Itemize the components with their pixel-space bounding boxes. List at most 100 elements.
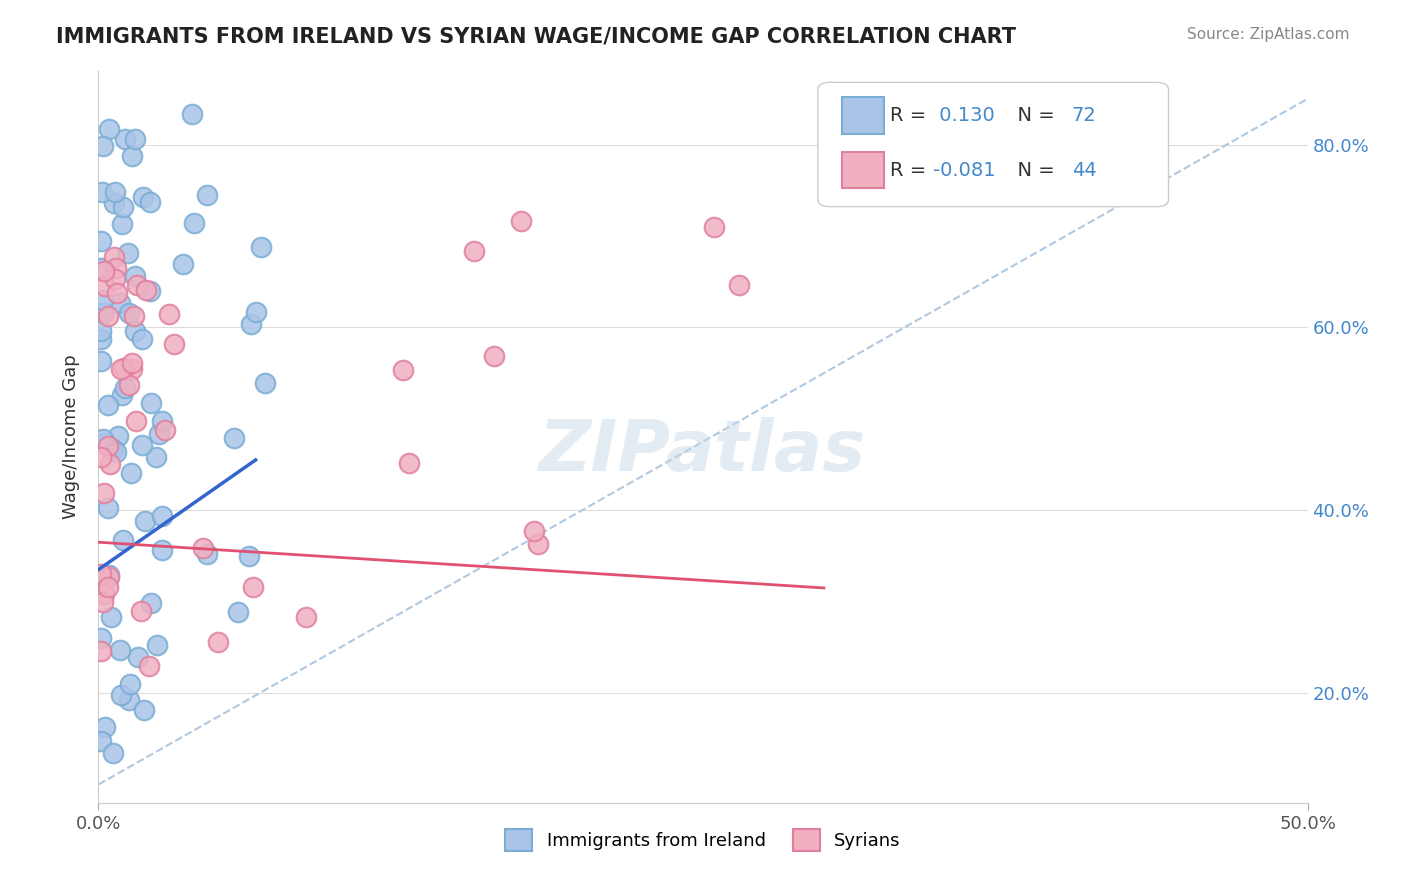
Immigrants from Ireland (139, 194, 162, 209)
Immigrants from Ireland (132, 190, 155, 204)
Syrians (93, 486, 115, 500)
Immigrants from Ireland (91, 293, 114, 308)
Y-axis label: Wage/Income Gap: Wage/Income Gap (62, 355, 80, 519)
Syrians (90, 644, 112, 658)
Immigrants from Ireland (239, 317, 262, 331)
Immigrants from Ireland (254, 376, 277, 390)
Text: -0.081: -0.081 (932, 161, 995, 179)
Syrians (98, 457, 121, 471)
Immigrants from Ireland (181, 107, 204, 121)
Immigrants from Ireland (91, 306, 114, 320)
Immigrants from Ireland (131, 438, 153, 452)
Syrians (153, 423, 176, 437)
Syrians (118, 378, 141, 392)
Immigrants from Ireland (150, 414, 173, 428)
Syrians (103, 251, 125, 265)
Immigrants from Ireland (110, 688, 132, 702)
Text: N =: N = (1005, 106, 1062, 125)
Immigrants from Ireland (97, 122, 120, 136)
Syrians (97, 580, 120, 594)
Syrians (703, 220, 725, 235)
Syrians (398, 456, 420, 470)
Immigrants from Ireland (141, 597, 163, 611)
Immigrants from Ireland (148, 426, 170, 441)
Immigrants from Ireland (111, 388, 134, 402)
Immigrants from Ireland (146, 638, 169, 652)
Syrians (135, 283, 157, 297)
Syrians (105, 285, 128, 300)
Immigrants from Ireland (97, 398, 120, 412)
Immigrants from Ireland (90, 354, 112, 368)
Immigrants from Ireland (97, 568, 120, 582)
Syrians (104, 272, 127, 286)
Immigrants from Ireland (111, 218, 134, 232)
Immigrants from Ireland (132, 702, 155, 716)
Syrians (463, 244, 485, 258)
Immigrants from Ireland (112, 533, 135, 547)
Syrians (138, 659, 160, 673)
Syrians (484, 349, 506, 363)
Immigrants from Ireland (172, 257, 194, 271)
Immigrants from Ireland (150, 508, 173, 523)
Syrians (125, 414, 148, 428)
Immigrants from Ireland (250, 240, 273, 254)
Syrians (90, 450, 112, 465)
Text: 72: 72 (1071, 106, 1097, 125)
Immigrants from Ireland (90, 632, 112, 646)
Immigrants from Ireland (90, 324, 112, 338)
Immigrants from Ireland (103, 196, 125, 211)
Text: Source: ZipAtlas.com: Source: ZipAtlas.com (1187, 27, 1350, 42)
Syrians (122, 309, 145, 323)
Syrians (104, 260, 127, 275)
Syrians (110, 362, 132, 376)
Text: N =: N = (1005, 161, 1062, 179)
Immigrants from Ireland (131, 333, 153, 347)
Immigrants from Ireland (93, 432, 115, 446)
Immigrants from Ireland (138, 284, 160, 298)
Immigrants from Ireland (110, 295, 132, 310)
Immigrants from Ireland (118, 306, 141, 320)
Immigrants from Ireland (91, 139, 114, 153)
Immigrants from Ireland (134, 515, 156, 529)
Immigrants from Ireland (90, 260, 112, 275)
Bar (842, 97, 884, 134)
Syrians (207, 635, 229, 649)
Text: 44: 44 (1071, 161, 1097, 179)
Text: R =: R = (890, 106, 934, 125)
Immigrants from Ireland (117, 246, 139, 260)
Immigrants from Ireland (183, 216, 205, 230)
Immigrants from Ireland (195, 188, 218, 202)
Immigrants from Ireland (104, 185, 127, 199)
Syrians (90, 567, 112, 582)
Legend: Immigrants from Ireland, Syrians: Immigrants from Ireland, Syrians (496, 820, 910, 860)
Syrians (129, 604, 152, 618)
Immigrants from Ireland (195, 547, 218, 561)
Immigrants from Ireland (104, 444, 127, 458)
Text: R =: R = (890, 161, 934, 179)
Syrians (93, 264, 115, 278)
FancyBboxPatch shape (818, 82, 1168, 207)
Syrians (94, 279, 117, 293)
Syrians (157, 307, 180, 321)
Bar (842, 152, 884, 188)
Syrians (294, 609, 316, 624)
Syrians (522, 524, 544, 539)
Syrians (93, 587, 115, 601)
Syrians (510, 213, 533, 227)
Immigrants from Ireland (127, 650, 149, 665)
Syrians (727, 277, 749, 292)
Syrians (112, 360, 135, 375)
Immigrants from Ireland (145, 450, 167, 465)
Immigrants from Ireland (90, 734, 112, 748)
Syrians (125, 277, 148, 292)
Immigrants from Ireland (238, 549, 260, 563)
Syrians (191, 541, 214, 555)
Immigrants from Ireland (118, 676, 141, 690)
Immigrants from Ireland (107, 428, 129, 442)
Immigrants from Ireland (108, 643, 131, 657)
Immigrants from Ireland (90, 332, 112, 346)
Immigrants from Ireland (101, 746, 124, 760)
Immigrants from Ireland (118, 692, 141, 706)
Syrians (527, 537, 550, 551)
Immigrants from Ireland (100, 609, 122, 624)
